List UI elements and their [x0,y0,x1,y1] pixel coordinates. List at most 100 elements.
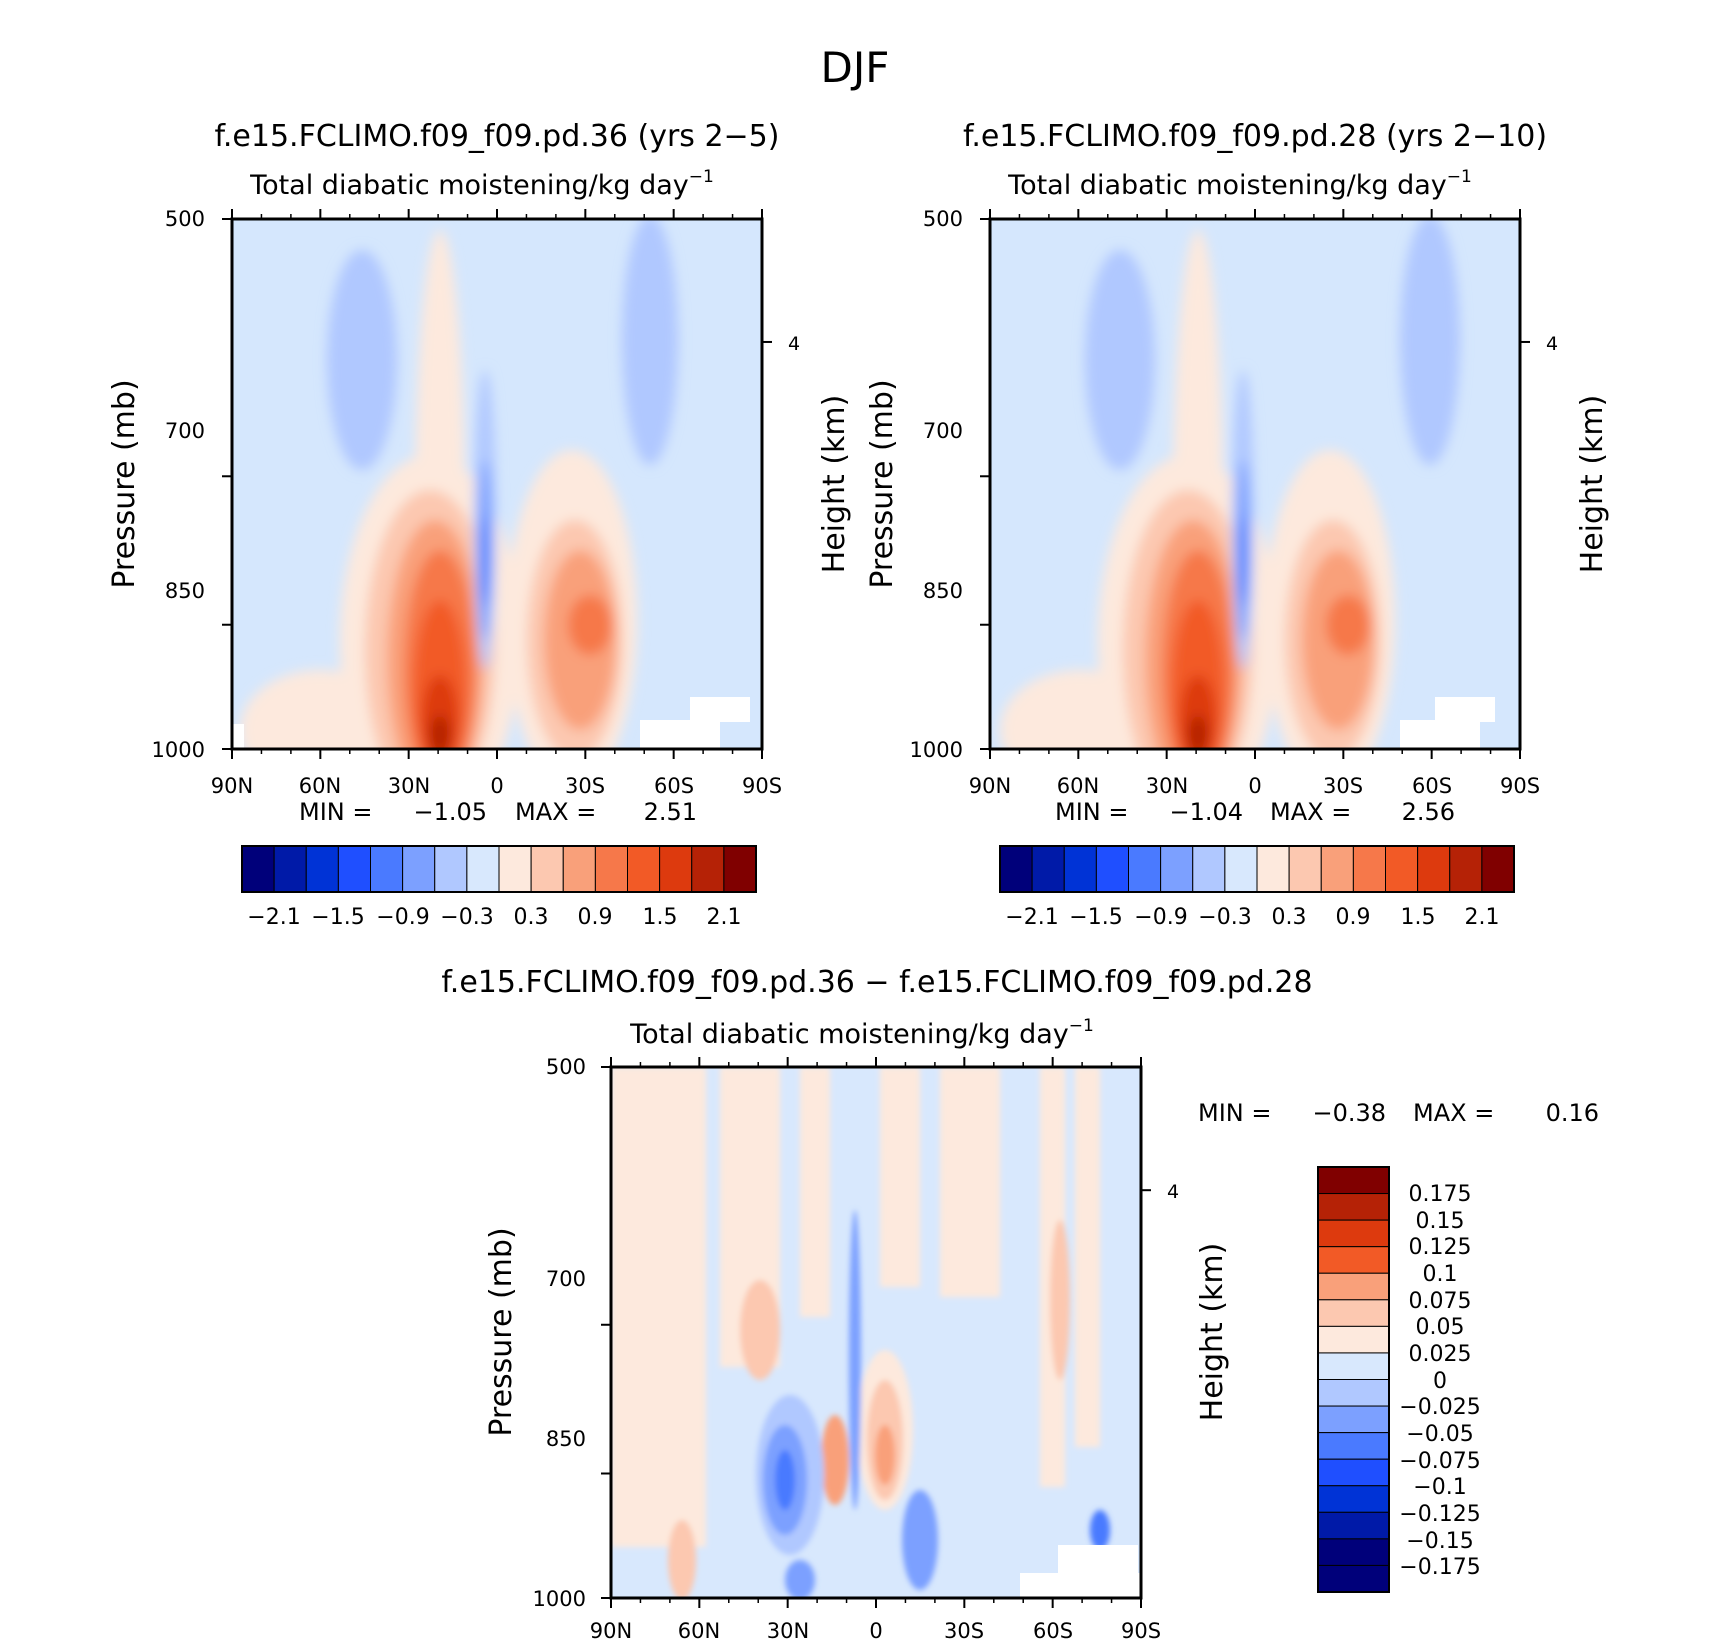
panel-1-masked-topography-3 [232,724,244,749]
panel-2-xtick-label: 60S [1412,774,1452,798]
panel-2-ytick-label: 850 [923,579,963,603]
panel-2-contour-eq-neg-3 [1239,515,1247,605]
colorbar-swatch [402,845,436,893]
colorbar-swatch [1352,845,1386,893]
colorbar-swatch [594,845,628,893]
panel-3-colorbar-label: −0.15 [1406,1529,1473,1554]
panel-3-contour-pos-core-2 [875,1425,895,1485]
colorbar-swatch [1128,845,1162,893]
panel-2-y2label: Height (km) [1575,395,1610,574]
panel-3-contour-pos-band-5 [940,1067,1000,1297]
panel-2-title: f.e15.FCLIMO.f09_f09.pd.28 (yrs 2−10) [963,119,1547,154]
panel-2-ticks [980,209,1530,759]
panel-2-max-value: 2.56 [1402,798,1455,826]
panel-2-contour-itcz-6 [1188,715,1208,749]
panel-3-colorbar-label: 0 [1433,1369,1447,1394]
panel-3-colorbar [1317,1166,1390,1593]
colorbar-swatch [723,845,757,893]
panel-3-contour-pos-core-3 [821,1415,849,1505]
colorbar-swatch [1095,845,1129,893]
panel-2-subtitle-text: Total diabatic moistening/kg day [1007,170,1447,201]
colorbar-swatch [241,845,275,893]
panel-1-ytick-label: 850 [165,579,205,603]
panel-2-min-label: MIN = [1055,798,1128,826]
panel-1-subtitle-text: Total diabatic moistening/kg day [249,170,689,201]
panel-2-xtick-label: 90S [1500,774,1540,798]
panel-1-xtick-label: 30N [388,774,430,798]
panel-1-subtitle-sup: −1 [689,167,714,187]
colorbar-swatch [1160,845,1194,893]
panel-2-xtick-label: 60N [1057,774,1099,798]
colorbar-swatch [627,845,661,893]
panel-3-subtitle-text: Total diabatic moistening/kg day [629,1019,1069,1050]
panel-2: f.e15.FCLIMO.f09_f09.pd.28 (yrs 2−10) To… [865,119,1610,930]
colorbar-swatch [1317,1272,1390,1301]
panel-1: f.e15.FCLIMO.f09_f09.pd.36 (yrs 2−5) Tot… [107,119,852,930]
colorbar-swatch [1449,845,1483,893]
panel-2-ytick-label: 700 [923,419,963,443]
panel-3: f.e15.FCLIMO.f09_f09.pd.36 − f.e15.FCLIM… [441,965,1599,1642]
colorbar-swatch [1256,845,1290,893]
panel-3-ylabel: Pressure (mb) [484,1227,519,1436]
colorbar-swatch [1317,1379,1390,1407]
panel-1-ytick-label: 500 [165,207,205,231]
panel-1-min-label: MIN = [299,798,372,826]
colorbar-swatch [1317,1219,1390,1248]
panel-3-colorbar-label: 0.1 [1423,1262,1458,1287]
panel-3-colorbar-label: 0.025 [1409,1342,1472,1367]
panel-1-xtick-label: 30S [565,774,605,798]
panel-3-contour-pos-band-3 [800,1067,830,1317]
panel-3-colorbar-label: 0.15 [1416,1209,1465,1234]
colorbar-swatch [434,845,468,893]
panel-3-min-value: −0.38 [1312,1099,1386,1127]
colorbar-swatch [1063,845,1097,893]
colorbar-swatch [1288,845,1322,893]
panel-3-colorbar-label: −0.05 [1406,1422,1473,1447]
panel-3-ytick-label: 1000 [533,1587,586,1611]
colorbar-swatch [1317,1564,1390,1593]
panel-3-colorbar-label: −0.125 [1399,1502,1480,1527]
panel-1-ylabel: Pressure (mb) [107,379,142,588]
panel-2-contour-neg-sh [1400,219,1460,465]
colorbar-swatch [1317,1511,1390,1540]
panel-2-xtick-label: 30N [1146,774,1188,798]
panel-3-contour-pos-band-7 [1075,1067,1100,1447]
colorbar-swatch [273,845,307,893]
colorbar-swatch [1317,1485,1390,1513]
panel-2-ytick-label: 500 [923,207,963,231]
panel-3-xtick-label: 60N [678,1619,720,1642]
panel-2-colorbar-label: 1.5 [1401,905,1436,930]
colorbar-swatch [1481,845,1515,893]
panel-1-min-value: −1.05 [413,798,487,826]
panel-1-max-label: MAX = [515,798,596,826]
panel-1-colorbar-label: −0.3 [440,905,493,930]
panel-3-ytick-label: 850 [546,1427,586,1451]
panel-3-contour-neg-streak [849,1210,861,1510]
panel-3-masked-topography [1020,1573,1141,1598]
panel-3-max-value: 0.16 [1546,1099,1599,1127]
panel-1-xtick-label: 90N [211,774,253,798]
colorbar-swatch [498,845,532,893]
panel-2-min-value: −1.04 [1169,798,1243,826]
panel-1-masked-topography [640,720,720,749]
panel-1-colorbar-label: −0.9 [376,905,429,930]
panel-2-ylabel: Pressure (mb) [865,379,900,588]
panel-3-field [611,1067,1141,1598]
panel-3-colorbar-labels: 0.175 0.15 0.125 0.1 0.075 0.05 0.025 0 … [1399,1182,1480,1580]
colorbar-swatch [1320,845,1354,893]
panel-2-y2tick-label: 4 [1546,333,1558,355]
colorbar-swatch [1317,1193,1390,1221]
colorbar-swatch [530,845,564,893]
panel-2-colorbar-label: −0.9 [1134,905,1187,930]
panel-2-colorbar-label: 2.1 [1465,905,1500,930]
panel-3-masked-topography-2 [1058,1545,1138,1575]
panel-3-colorbar-label: −0.075 [1399,1449,1480,1474]
panel-1-colorbar-label: 1.5 [643,905,678,930]
panel-1-y2tick-label: 4 [788,333,800,355]
panel-3-xtick-label: 90N [590,1619,632,1642]
panel-2-subtitle-sup: −1 [1447,167,1472,187]
panel-1-colorbar-label: 0.9 [578,905,613,930]
panel-3-contour-neg-blob-6 [785,1560,815,1598]
panel-2-xtick-label: 0 [1248,774,1261,798]
panel-2-xtick-label: 30S [1323,774,1363,798]
